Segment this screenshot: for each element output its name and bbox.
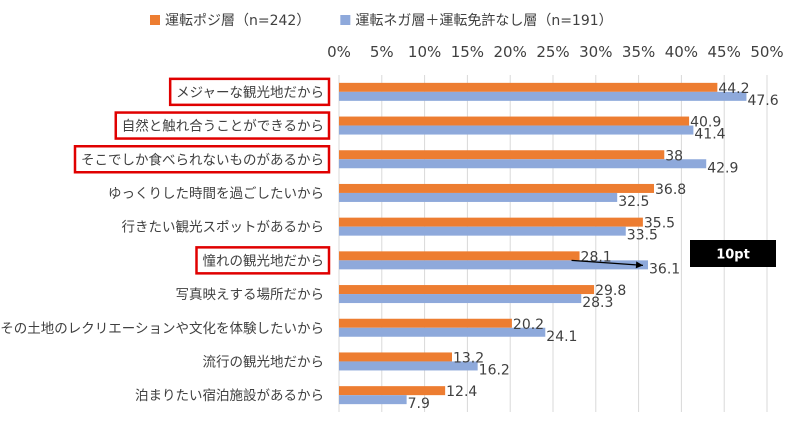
value-label: 33.5 <box>627 228 658 244</box>
category-labels: メジャーな観光地だから自然と触れ合うことができるからそこでしか食べられないものが… <box>0 77 331 404</box>
bar-series2 <box>339 294 582 304</box>
bar-series2 <box>339 125 694 135</box>
category-label: メジャーな観光地だから <box>176 84 324 101</box>
category-label: 写真映えする場所だから <box>176 287 325 303</box>
value-label: 20.2 <box>513 317 544 333</box>
value-label: 40.9 <box>690 115 721 131</box>
value-label: 28.3 <box>582 295 613 311</box>
category-label: 自然と触れ合うことができるから <box>122 118 324 135</box>
highlight-box <box>195 246 331 275</box>
x-tick-label: 35% <box>622 43 655 61</box>
value-label: 13.2 <box>453 350 484 366</box>
bars <box>339 82 747 405</box>
legend-label: 運転ネガ層＋運転免許なし層（n=191） <box>355 13 612 29</box>
x-tick-label: 30% <box>579 43 612 61</box>
bar-series1 <box>339 318 512 328</box>
value-label: 7.9 <box>408 396 430 412</box>
value-label: 29.8 <box>595 283 626 299</box>
x-tick-label: 25% <box>536 43 569 61</box>
x-tick-label: 10% <box>408 43 441 61</box>
legend-swatch-series1 <box>150 15 160 25</box>
value-label: 35.5 <box>644 216 675 232</box>
x-tick-label: 50% <box>750 43 783 61</box>
bar-series2 <box>339 361 478 371</box>
value-label: 16.2 <box>479 362 510 378</box>
bar-series2 <box>339 395 407 405</box>
bar-series2 <box>339 192 618 202</box>
bar-series1 <box>339 285 595 295</box>
value-label: 42.9 <box>707 160 738 176</box>
value-label: 47.6 <box>747 93 778 109</box>
value-labels: 44.240.93836.835.528.129.820.213.212.447… <box>408 81 779 412</box>
x-tick-label: 5% <box>370 43 394 61</box>
legend-swatch-series2 <box>340 15 351 25</box>
category-label: その土地のレクリエーションや文化を体験したいから <box>0 321 324 337</box>
annotation-arrowhead <box>635 261 644 269</box>
x-axis-ticks: 0% 5% 10% 15% 20% 25% 30% 35% 40% 45% 50% <box>327 43 784 61</box>
annotation-arrow-line <box>571 259 644 266</box>
category-label: 行きたい観光スポットがあるから <box>122 219 325 236</box>
x-tick-label: 40% <box>665 43 698 61</box>
bar-series1 <box>339 217 643 227</box>
bar-series1 <box>339 150 665 160</box>
x-tick-label: 20% <box>494 43 527 61</box>
category-label: 憧れの観光地だから <box>203 252 325 269</box>
x-tick-label: 15% <box>451 43 484 61</box>
annotation: 10pt <box>571 240 776 269</box>
bar-series1 <box>339 183 655 193</box>
bar-series1 <box>339 116 690 126</box>
value-label: 12.4 <box>446 384 477 400</box>
category-label: ゆっくりした時間を過ごしたいから <box>108 186 324 202</box>
bar-series2 <box>339 260 649 270</box>
annotation-label: 10pt <box>716 248 750 263</box>
value-label: 36.8 <box>655 182 686 198</box>
value-label: 24.1 <box>546 329 577 345</box>
bar-series2 <box>339 91 747 101</box>
bar-series1 <box>339 386 446 396</box>
value-label: 32.5 <box>618 194 649 210</box>
x-tick-label: 0% <box>327 43 351 61</box>
bar-series2 <box>339 327 546 337</box>
value-label: 38 <box>665 148 683 164</box>
category-label: 泊まりたい宿泊施設があるから <box>135 387 324 404</box>
highlight-box <box>114 111 331 140</box>
category-label: そこでしか食べられないものがあるから <box>81 151 324 168</box>
highlight-box <box>168 77 331 107</box>
annotation-box <box>690 240 776 267</box>
value-label: 41.4 <box>694 127 725 143</box>
bar-series2 <box>339 159 707 169</box>
x-tick-label: 45% <box>708 43 741 61</box>
legend: 運転ポジ層（n=242） 運転ネガ層＋運転免許なし層（n=191） <box>150 13 613 29</box>
value-label: 44.2 <box>718 81 749 97</box>
bar-series2 <box>339 226 626 236</box>
highlight-box <box>73 145 331 174</box>
category-label: 流行の観光地だから <box>203 353 325 370</box>
bar-series1 <box>339 352 452 362</box>
legend-label: 運転ポジ層（n=242） <box>165 13 310 29</box>
value-label: 36.1 <box>649 261 680 277</box>
bar-series1 <box>339 82 718 92</box>
bar-series1 <box>339 251 580 261</box>
